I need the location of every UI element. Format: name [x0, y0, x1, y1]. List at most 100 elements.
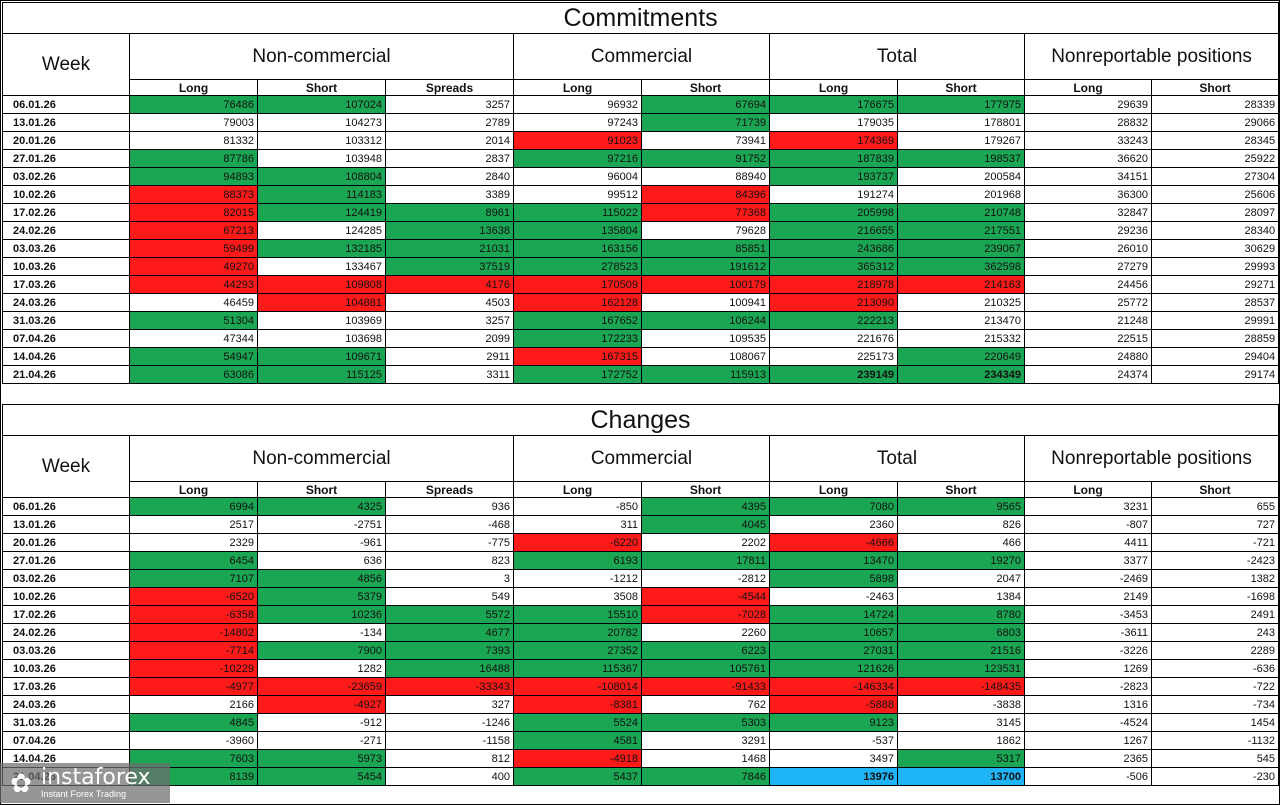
value-cell: 27304	[1150, 167, 1280, 186]
table-row: 24.03.26 46459 104881 4503 162128 100941 21309…	[2, 293, 1280, 312]
value-cell: -4544	[641, 587, 770, 606]
week-date-cell: 13.01.26	[2, 515, 130, 534]
week-date-cell: 17.02.26	[2, 203, 130, 222]
value-cell: 727	[1150, 515, 1280, 534]
value-cell: 115913	[641, 365, 770, 384]
value-cell: 198537	[897, 149, 1025, 168]
value-cell: 3257	[385, 95, 514, 114]
value-cell: -3611	[1024, 623, 1152, 642]
value-cell: 25772	[1024, 293, 1152, 312]
value-cell: 2789	[385, 113, 514, 132]
value-cell: -1132	[1150, 731, 1280, 750]
value-cell: 21248	[1024, 311, 1152, 330]
value-cell: 1267	[1024, 731, 1152, 750]
week-date-cell: 24.02.26	[2, 221, 130, 240]
value-cell: 4411	[1024, 533, 1152, 552]
week-date-cell: 31.03.26	[2, 311, 130, 330]
instaforex-watermark[interactable]: ✿ instaforex Instant Forex Trading	[0, 763, 170, 803]
value-cell: 7393	[385, 641, 514, 660]
value-cell: 1862	[897, 731, 1025, 750]
value-cell: 135804	[513, 221, 642, 240]
value-cell: 812	[385, 749, 514, 768]
value-cell: -33343	[385, 677, 514, 696]
week-date-cell: 27.01.26	[2, 149, 130, 168]
value-cell: -6220	[513, 533, 642, 552]
table-row: 10.03.26 -10229 1282 16488 115367 105761 12162…	[2, 659, 1280, 678]
value-cell: 5524	[513, 713, 642, 732]
value-cell: 3389	[385, 185, 514, 204]
value-cell: 172233	[513, 329, 642, 348]
value-cell: 213090	[769, 293, 898, 312]
subheader: Long	[769, 481, 898, 498]
value-cell: 30629	[1150, 239, 1280, 258]
value-cell: 2911	[385, 347, 514, 366]
value-cell: 1384	[897, 587, 1025, 606]
value-cell: -23659	[257, 677, 386, 696]
subheader: Short	[641, 481, 770, 498]
value-cell: -1698	[1150, 587, 1280, 606]
value-cell: 109535	[641, 329, 770, 348]
value-cell: 178801	[897, 113, 1025, 132]
value-cell: -10229	[129, 659, 258, 678]
value-cell: -2463	[769, 587, 898, 606]
value-cell: 187839	[769, 149, 898, 168]
value-cell: 100179	[641, 275, 770, 294]
group-header-total: Total	[769, 33, 1025, 80]
value-cell: 100941	[641, 293, 770, 312]
table-row: 07.04.26 47344 103698 2099 172233 109535 22167…	[2, 329, 1280, 348]
value-cell: 177975	[897, 95, 1025, 114]
value-cell: 28097	[1150, 203, 1280, 222]
value-cell: 221676	[769, 329, 898, 348]
value-cell: 3311	[385, 365, 514, 384]
value-cell: -3453	[1024, 605, 1152, 624]
value-cell: -1246	[385, 713, 514, 732]
value-cell: 176675	[769, 95, 898, 114]
value-cell: 37519	[385, 257, 514, 276]
value-cell: 4503	[385, 293, 514, 312]
value-cell: 218978	[769, 275, 898, 294]
value-cell: 3257	[385, 311, 514, 330]
week-date-cell: 20.01.26	[2, 131, 130, 150]
value-cell: 91023	[513, 131, 642, 150]
value-cell: 3508	[513, 587, 642, 606]
value-cell: 10657	[769, 623, 898, 642]
value-cell: -6520	[129, 587, 258, 606]
value-cell: 9565	[897, 497, 1025, 516]
value-cell: 4325	[257, 497, 386, 516]
value-cell: 200584	[897, 167, 1025, 186]
value-cell: 9123	[769, 713, 898, 732]
value-cell: 29639	[1024, 95, 1152, 114]
table-row: 27.01.26 87786 103948 2837 97216 91752 187839 1…	[2, 149, 1280, 168]
value-cell: 2260	[641, 623, 770, 642]
value-cell: 25606	[1150, 185, 1280, 204]
week-date-cell: 14.04.26	[2, 347, 130, 366]
group-header-nonreportable: Nonreportable positions	[1023, 435, 1280, 482]
value-cell: 104273	[257, 113, 386, 132]
table-row: 14.04.26 7603 5973 812 -4918 1468 3497 5317 2365…	[2, 749, 1280, 768]
week-date-cell: 03.03.26	[2, 239, 130, 258]
value-cell: 20782	[513, 623, 642, 642]
value-cell: 29271	[1150, 275, 1280, 294]
subheader: Long	[1024, 79, 1152, 96]
subheader: Short	[257, 79, 386, 96]
changes-table: Changes Week Non-commercial Commercial T…	[1, 404, 1280, 786]
value-cell: -4927	[257, 695, 386, 714]
value-cell: 179267	[897, 131, 1025, 150]
value-cell: 213470	[897, 311, 1025, 330]
value-cell: -2423	[1150, 551, 1280, 570]
value-cell: 47344	[129, 329, 258, 348]
value-cell: 81332	[129, 131, 258, 150]
value-cell: 123531	[897, 659, 1025, 678]
table-row: 31.03.26 51304 103969 3257 167652 106244 22221…	[2, 311, 1280, 330]
value-cell: 79628	[641, 221, 770, 240]
value-cell: 115367	[513, 659, 642, 678]
value-cell: -3226	[1024, 641, 1152, 660]
value-cell: 6223	[641, 641, 770, 660]
value-cell: 21516	[897, 641, 1025, 660]
value-cell: 19270	[897, 551, 1025, 570]
value-cell: -537	[769, 731, 898, 750]
value-cell: 97216	[513, 149, 642, 168]
value-cell: 2149	[1024, 587, 1152, 606]
value-cell: 365312	[769, 257, 898, 276]
value-cell: 1382	[1150, 569, 1280, 588]
